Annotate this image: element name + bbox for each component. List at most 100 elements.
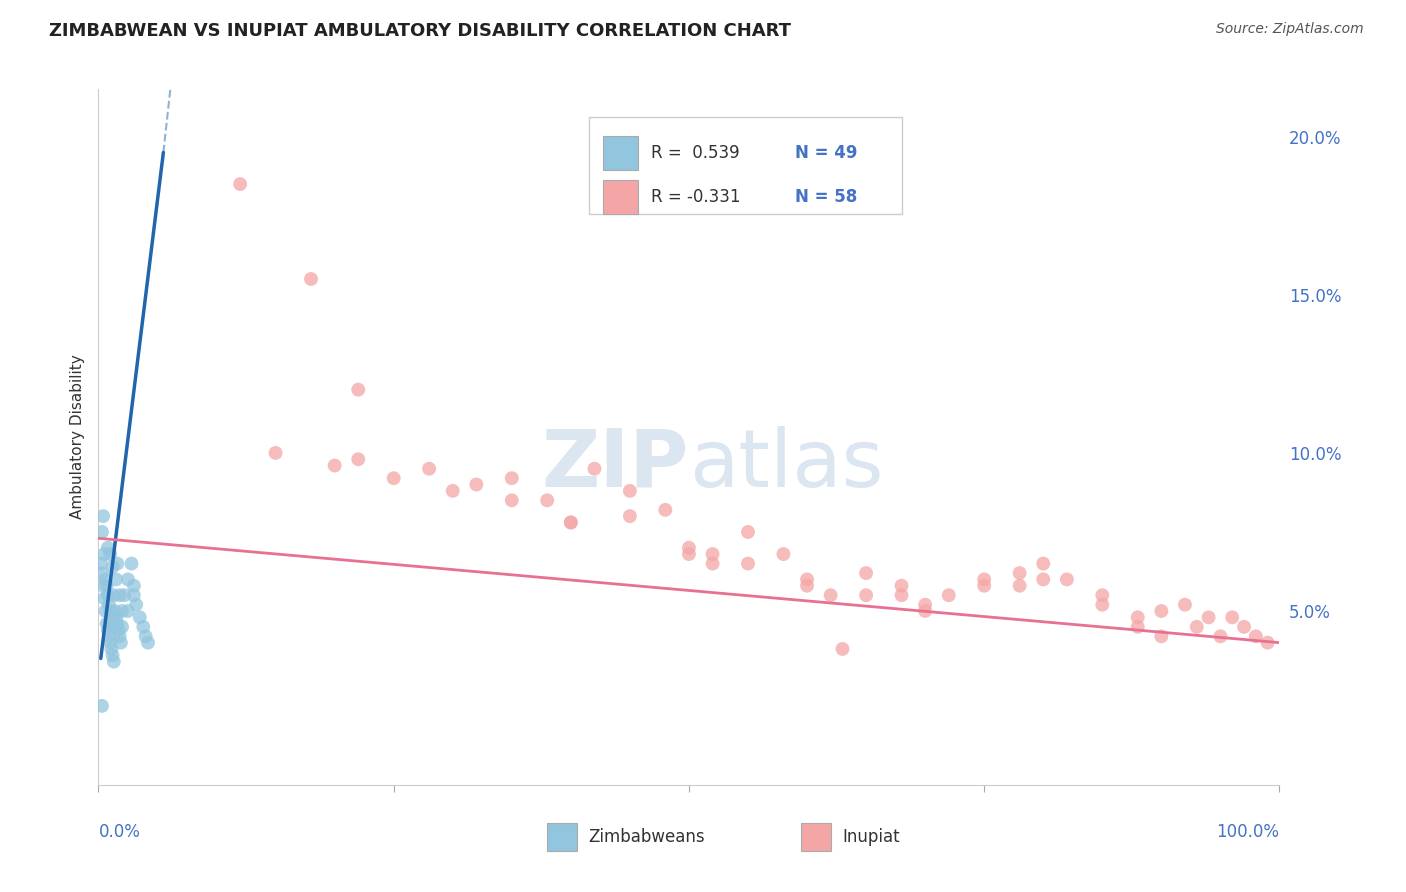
Point	[101, 648, 124, 663]
Point	[737, 557, 759, 571]
Point	[1198, 610, 1220, 624]
Point	[914, 598, 936, 612]
Point	[91, 509, 114, 524]
Point	[103, 655, 125, 669]
Point	[914, 604, 936, 618]
Text: ZIP: ZIP	[541, 425, 689, 504]
Point	[583, 461, 606, 475]
Point	[418, 461, 440, 475]
Point	[796, 579, 818, 593]
Point	[382, 471, 405, 485]
Point	[973, 579, 995, 593]
Point	[97, 541, 120, 555]
Text: Source: ZipAtlas.com: Source: ZipAtlas.com	[1216, 22, 1364, 37]
Point	[536, 493, 558, 508]
Point	[125, 598, 148, 612]
Point	[96, 616, 118, 631]
Point	[938, 588, 960, 602]
Point	[111, 604, 134, 618]
Point	[619, 483, 641, 498]
Point	[678, 547, 700, 561]
Point	[98, 635, 121, 649]
Point	[973, 573, 995, 587]
Point	[501, 471, 523, 485]
Point	[91, 566, 114, 580]
Point	[90, 557, 112, 571]
Point	[101, 559, 124, 574]
Point	[108, 629, 131, 643]
Bar	[547, 823, 576, 851]
Point	[98, 598, 121, 612]
Point	[91, 579, 114, 593]
Point	[560, 516, 582, 530]
Point	[100, 642, 122, 657]
Point	[1008, 566, 1031, 580]
Point	[678, 541, 700, 555]
Point	[1244, 629, 1267, 643]
Point	[264, 446, 287, 460]
Text: 0.0%: 0.0%	[98, 823, 141, 841]
Bar	[603, 179, 638, 214]
Point	[136, 635, 159, 649]
Point	[1209, 629, 1232, 643]
Text: R =  0.539: R = 0.539	[651, 145, 740, 162]
Point	[103, 588, 125, 602]
Point	[1257, 635, 1279, 649]
Point	[107, 623, 129, 637]
Point	[121, 557, 143, 571]
Point	[98, 629, 121, 643]
Point	[91, 698, 114, 713]
Point	[772, 547, 794, 561]
Point	[654, 503, 676, 517]
Point	[347, 452, 370, 467]
Point	[1220, 610, 1243, 624]
Point	[105, 573, 128, 587]
Point	[441, 483, 464, 498]
Point	[135, 629, 157, 643]
Point	[97, 588, 120, 602]
Point	[702, 547, 724, 561]
Point	[1091, 588, 1114, 602]
Point	[96, 579, 118, 593]
Point	[855, 588, 877, 602]
Point	[93, 547, 115, 561]
Point	[98, 604, 121, 618]
Point	[1126, 610, 1149, 624]
Text: N = 58: N = 58	[796, 188, 858, 206]
Point	[560, 516, 582, 530]
Point	[111, 620, 134, 634]
Point	[323, 458, 346, 473]
Bar	[801, 823, 831, 851]
Point	[117, 604, 139, 618]
Point	[105, 557, 128, 571]
Point	[122, 588, 145, 602]
Text: ZIMBABWEAN VS INUPIAT AMBULATORY DISABILITY CORRELATION CHART: ZIMBABWEAN VS INUPIAT AMBULATORY DISABIL…	[49, 22, 792, 40]
Point	[465, 477, 488, 491]
Point	[110, 635, 132, 649]
Point	[1056, 573, 1078, 587]
Point	[1233, 620, 1256, 634]
Y-axis label: Ambulatory Disability: Ambulatory Disability	[69, 355, 84, 519]
Point	[1032, 557, 1054, 571]
Bar	[589, 117, 901, 214]
Point	[97, 623, 120, 637]
Point	[890, 579, 912, 593]
Point	[117, 573, 139, 587]
Point	[796, 573, 818, 587]
Point	[98, 547, 121, 561]
Point	[105, 610, 128, 624]
Point	[94, 573, 117, 587]
Point	[93, 591, 115, 606]
Point	[501, 493, 523, 508]
Point	[702, 557, 724, 571]
Point	[91, 524, 114, 539]
Text: atlas: atlas	[689, 425, 883, 504]
Bar	[603, 136, 638, 170]
Text: Zimbabweans: Zimbabweans	[589, 828, 706, 847]
Text: N = 49: N = 49	[796, 145, 858, 162]
Point	[101, 620, 124, 634]
Point	[229, 177, 252, 191]
Point	[890, 588, 912, 602]
Point	[347, 383, 370, 397]
Point	[1185, 620, 1208, 634]
